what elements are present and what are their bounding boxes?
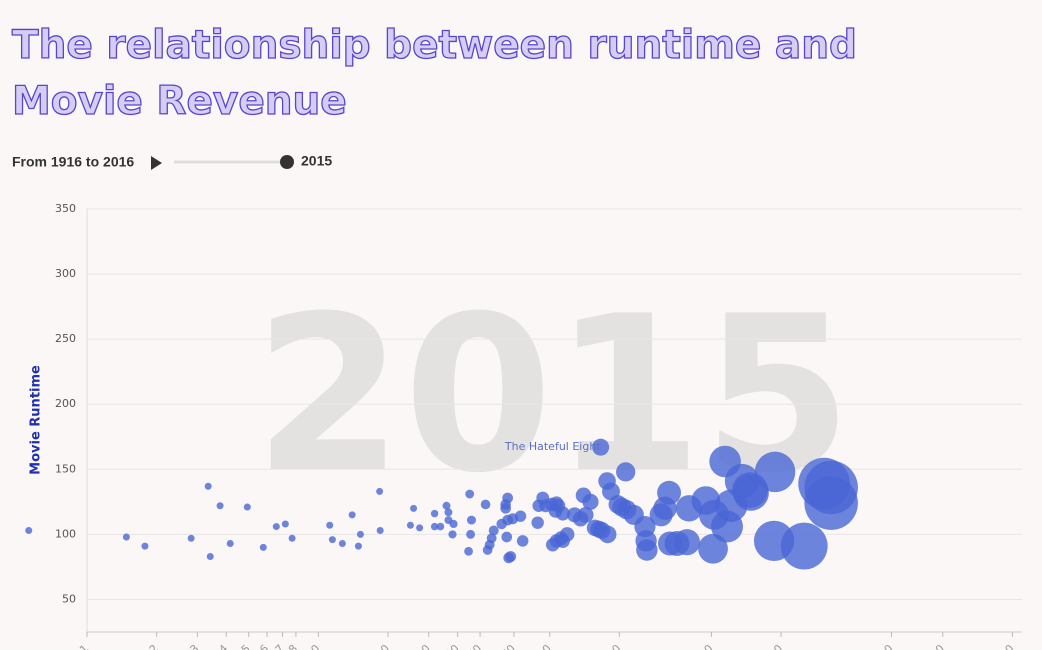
x-tick-label: 5000 <box>918 642 947 650</box>
y-tick-label: 200 <box>55 397 76 410</box>
x-tick-label: 5 <box>239 642 253 650</box>
bubble <box>577 506 594 523</box>
x-tick-label: 3 <box>187 642 201 650</box>
y-tick-label: 250 <box>55 332 76 345</box>
bubble <box>698 533 728 564</box>
bubble <box>449 519 458 529</box>
bubble <box>516 535 529 547</box>
bubble <box>206 553 214 561</box>
x-tick-label: 50 <box>465 642 484 650</box>
x-tick-label: 500 <box>692 642 716 650</box>
x-tick-label: 20 <box>373 642 392 650</box>
bubble <box>486 533 497 544</box>
x-tick-label: 6 <box>257 642 271 650</box>
bubble <box>259 543 267 551</box>
bubble <box>780 522 828 570</box>
bubble <box>226 539 234 547</box>
bubble <box>465 489 475 499</box>
bubble <box>488 525 499 536</box>
bubble <box>598 525 617 544</box>
x-tick-label: 10 <box>304 642 323 650</box>
y-tick-label: 150 <box>55 462 76 475</box>
x-tick-label: 10000 <box>983 642 1017 650</box>
bubble <box>430 522 439 531</box>
bubble <box>187 534 195 542</box>
x-tick-label: 200 <box>600 642 624 650</box>
bubble <box>592 438 610 456</box>
bubble <box>122 533 130 541</box>
bubble <box>466 529 476 539</box>
bubble <box>480 499 491 510</box>
bubble <box>376 487 384 495</box>
bubble <box>348 511 356 519</box>
chart-title: The relationship between runtime and Mov… <box>11 22 857 124</box>
bubble <box>141 542 149 550</box>
bubble <box>464 546 473 556</box>
bubble <box>406 521 414 529</box>
bubble <box>636 539 658 561</box>
y-tick-label: 50 <box>62 592 76 605</box>
bubble <box>804 476 858 530</box>
x-tick-label: 30 <box>414 642 433 650</box>
bubble <box>354 542 362 550</box>
bubble <box>243 503 251 511</box>
x-tick-label: 8 <box>286 642 300 650</box>
x-tick-label: 100 <box>530 642 554 650</box>
x-tick-label: 70 <box>499 642 518 650</box>
x-tick-label: 4 <box>216 642 230 650</box>
bubble <box>376 526 384 534</box>
bubble <box>505 551 517 562</box>
bubble <box>281 520 289 528</box>
slider-knob[interactable] <box>280 155 294 169</box>
bubble <box>582 493 599 510</box>
period-label: From 1916 to 2016 <box>12 154 134 170</box>
bubble <box>657 480 682 505</box>
y-axis-label: Movie Runtime <box>29 365 44 475</box>
bubble <box>466 515 476 525</box>
slider-value: 2015 <box>301 153 332 169</box>
bubble <box>356 530 364 538</box>
bubble <box>514 510 527 522</box>
x-tick-label: 40 <box>443 642 462 650</box>
bubble <box>416 524 424 532</box>
bubble <box>338 539 346 547</box>
x-tick-label: 1 <box>77 642 91 650</box>
bubble <box>25 526 33 534</box>
y-tick-label: 100 <box>55 527 76 540</box>
play-button[interactable] <box>151 156 162 170</box>
bubble <box>559 527 575 542</box>
bubble <box>328 536 336 544</box>
bubble <box>754 451 796 493</box>
bubble <box>216 502 224 510</box>
bubble <box>272 523 280 531</box>
point-label: The Hateful Eight <box>504 440 601 453</box>
bubble <box>326 521 334 529</box>
bubble <box>531 516 544 529</box>
bubble <box>204 482 212 490</box>
bubble <box>502 492 514 504</box>
bubble <box>448 530 457 539</box>
y-tick-label: 350 <box>55 202 76 215</box>
bubble <box>442 501 451 510</box>
bubble <box>436 522 445 531</box>
x-tick-label: 3000 <box>867 642 896 650</box>
bubble <box>501 531 513 543</box>
bubble <box>616 462 636 482</box>
bubble <box>555 506 570 521</box>
plot-area: 2015501001502002503003501234567810203040… <box>25 202 1022 650</box>
bubble <box>430 509 439 518</box>
x-tick-label: 1000 <box>756 642 785 650</box>
bubble <box>673 529 701 556</box>
bubble <box>288 534 296 542</box>
x-tick-label: 2 <box>147 642 161 650</box>
bubble <box>410 504 418 512</box>
x-tick-label: 7 <box>273 642 287 650</box>
bubble <box>444 508 453 517</box>
y-tick-label: 300 <box>55 267 76 280</box>
